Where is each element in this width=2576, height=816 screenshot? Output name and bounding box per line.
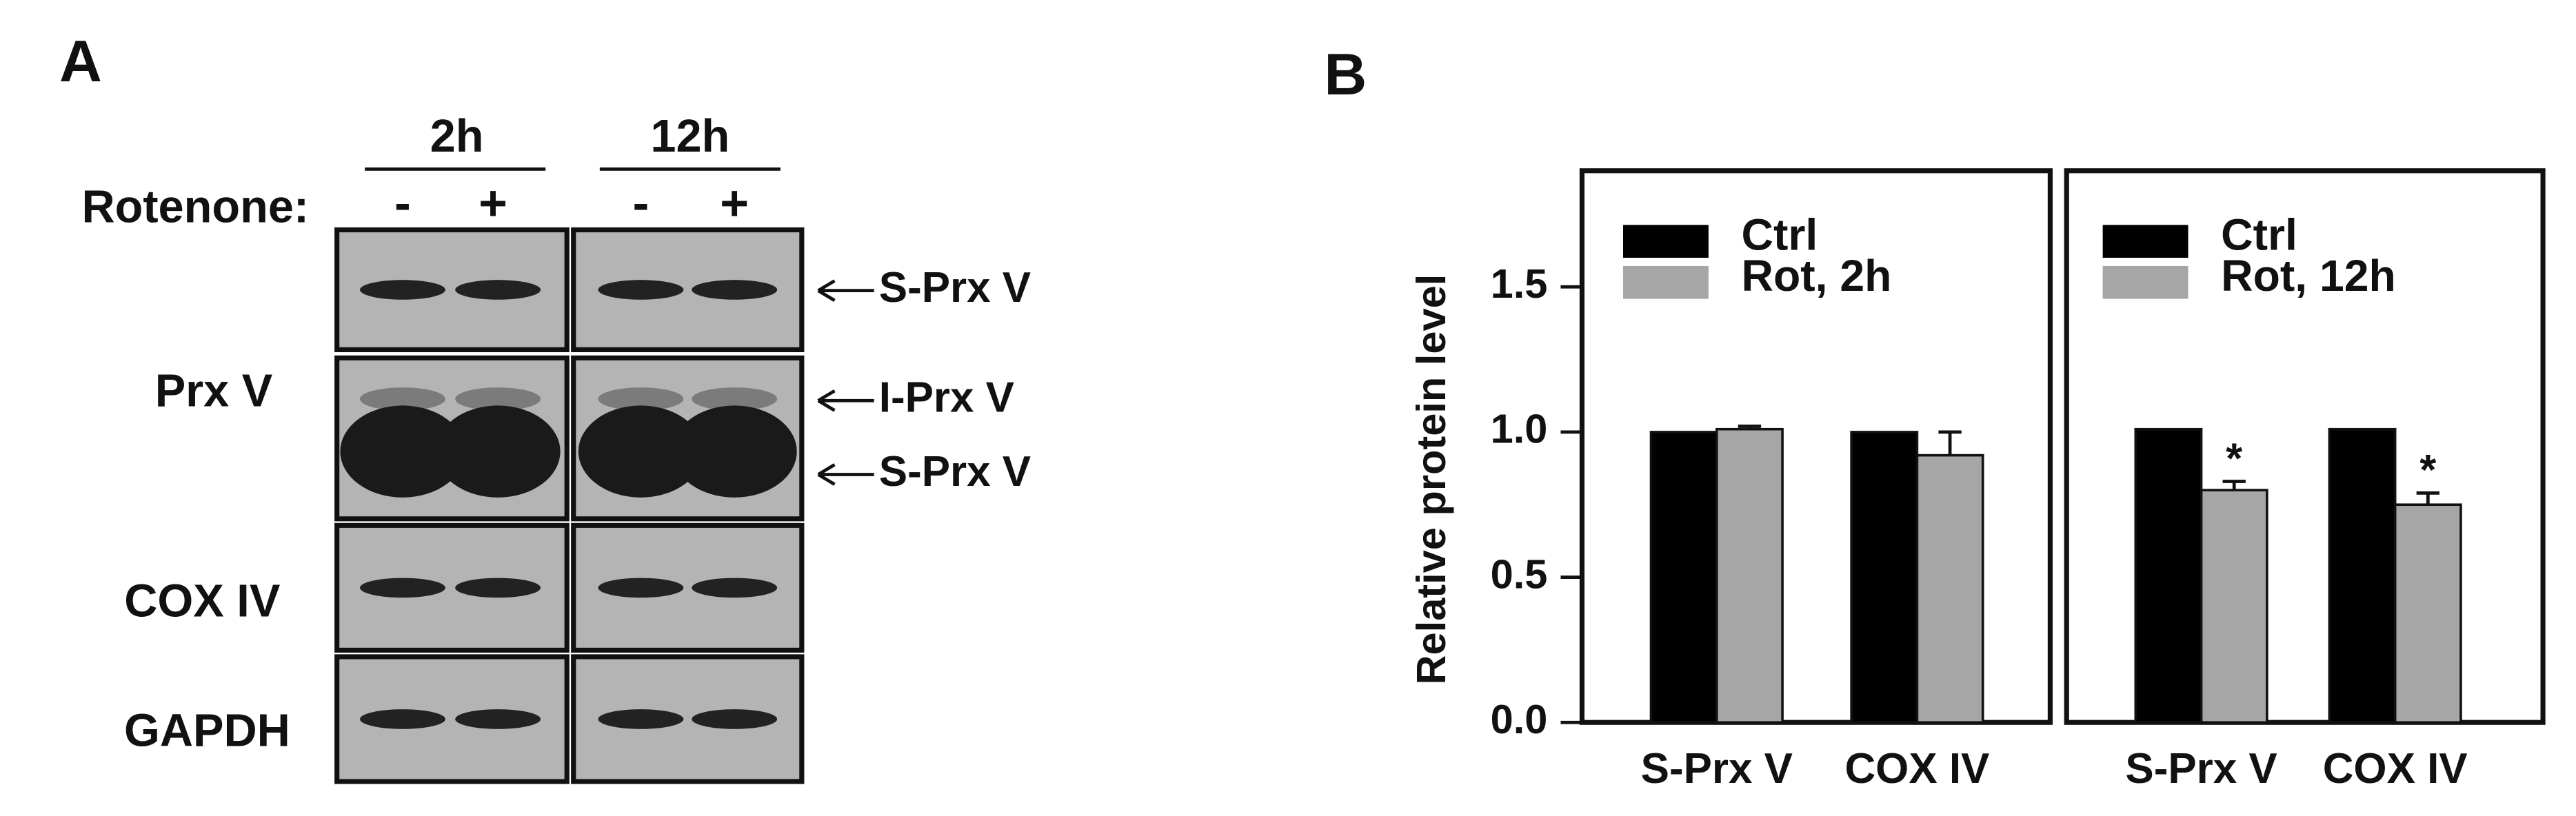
bar	[2134, 427, 2203, 724]
bar	[2328, 427, 2397, 724]
band-strong	[340, 405, 465, 498]
legend-label: Rot, 12h	[2221, 251, 2396, 300]
band-strong	[435, 405, 561, 498]
treatment-sign: -	[632, 176, 649, 231]
band	[455, 280, 541, 300]
row-label: COX IV	[124, 575, 281, 626]
treatment-sign: +	[479, 176, 507, 231]
bar	[1715, 427, 1784, 724]
y-tick-label: 0.0	[1491, 696, 1548, 742]
treatment-label: Rotenone:	[81, 182, 309, 233]
plot-frame	[2064, 168, 2546, 725]
band-label: I-Prx V	[879, 374, 1014, 422]
time-label: 12h	[650, 111, 729, 162]
x-tick-label: S-Prx V	[2125, 745, 2277, 793]
error-bar	[2416, 491, 2439, 505]
band	[598, 709, 684, 729]
legend-swatch	[1622, 225, 1709, 258]
band-faint	[360, 387, 445, 411]
x-tick-label: COX IV	[2323, 745, 2468, 793]
band-faint	[692, 387, 778, 411]
y-tick-label: 1.5	[1491, 261, 1548, 307]
band	[360, 709, 445, 729]
row-label: GAPDH	[124, 706, 290, 757]
x-tick-label: S-Prx V	[1641, 745, 1793, 793]
legend-label: Ctrl	[2221, 210, 2297, 259]
band	[598, 578, 684, 598]
band-label: S-Prx V	[879, 448, 1031, 496]
band-label: S-Prx V	[879, 264, 1031, 312]
band-strong	[578, 405, 703, 498]
y-tick-label: 1.0	[1491, 406, 1548, 452]
band	[692, 709, 778, 729]
legend-label: Rot, 2h	[1742, 251, 1892, 300]
band	[360, 578, 445, 598]
bar	[1649, 431, 1718, 724]
treatment-sign: -	[394, 176, 411, 231]
treatment-sign: +	[720, 176, 749, 231]
plot-frame	[1579, 168, 2053, 725]
legend-swatch	[2102, 265, 2188, 299]
x-tick-label: COX IV	[1844, 745, 1989, 793]
band-faint	[598, 387, 684, 411]
band	[455, 578, 541, 598]
legend-swatch	[2102, 225, 2188, 258]
panel-label: B	[1324, 41, 1367, 108]
significance-mark: *	[2226, 435, 2243, 482]
band-faint	[455, 387, 541, 411]
arrow-head	[817, 279, 836, 303]
band	[455, 709, 541, 729]
legend-swatch	[1622, 265, 1709, 299]
band-strong	[672, 405, 797, 498]
significance-mark: *	[2419, 447, 2437, 494]
bar	[1850, 431, 1919, 724]
bar	[2200, 489, 2268, 724]
band	[598, 280, 684, 300]
arrow-head	[817, 463, 836, 486]
time-label: 2h	[430, 111, 484, 162]
legend-label: Ctrl	[1742, 210, 1818, 259]
error-bar	[1738, 425, 1762, 429]
error-bar	[2222, 480, 2246, 491]
band	[692, 280, 778, 300]
band	[692, 578, 778, 598]
bar	[1915, 453, 1984, 724]
panel-label: A	[59, 28, 102, 94]
bar	[2393, 503, 2462, 724]
arrow-head	[817, 389, 836, 412]
row-label: Prx V	[155, 365, 273, 416]
y-axis-label: Relative protein level	[1408, 274, 1454, 685]
band	[360, 280, 445, 300]
error-bar	[1938, 430, 1962, 456]
y-tick-label: 0.5	[1491, 551, 1548, 597]
